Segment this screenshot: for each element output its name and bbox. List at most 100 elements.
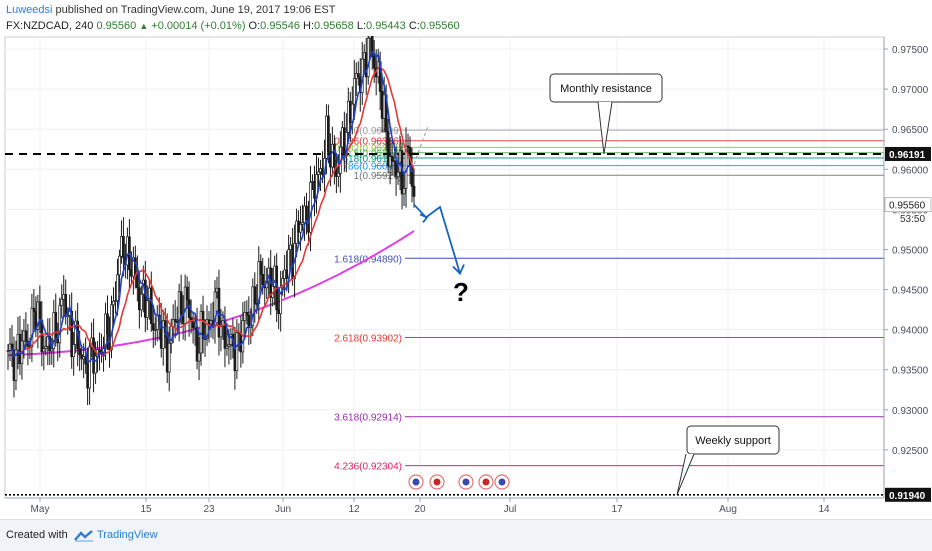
candle-body (309, 181, 312, 233)
price-tick-label: 0.97000 (892, 85, 929, 96)
author-link[interactable]: Luweedsi (6, 4, 53, 16)
candle-body (366, 37, 370, 78)
candle-body (122, 236, 125, 258)
candle-body (42, 348, 46, 353)
chart-grid (4, 36, 885, 499)
price-change: +0.00014 (+0.01%) (151, 20, 246, 32)
candle-body (333, 143, 336, 168)
price-tick-label: 0.93000 (892, 406, 929, 417)
price-tick-label: 0.95000 (892, 245, 929, 256)
tradingview-logo-icon (74, 529, 94, 547)
event-flag-icon (412, 478, 420, 486)
candle-body (183, 286, 187, 324)
candle-body (149, 287, 153, 324)
candle-body (6, 350, 10, 352)
open-label: O: (248, 20, 261, 32)
event-flag-icon (482, 478, 490, 486)
candle-body (299, 223, 302, 233)
candle-body (145, 300, 149, 318)
candle-body (406, 145, 410, 148)
weekly-support-label: Weekly support (695, 435, 771, 447)
question-mark: ? (453, 277, 469, 307)
candle-body (14, 349, 18, 381)
candle-body (394, 161, 398, 178)
candle-body (412, 185, 416, 197)
time-tick-label: 23 (203, 504, 215, 515)
countdown-label: 53:50 (900, 214, 925, 225)
candle-body (161, 320, 165, 349)
candle-body (219, 326, 223, 338)
fib-label: 0.236(0.96356) (334, 137, 402, 148)
up-arrow-icon: ▲ (139, 21, 149, 31)
candle-body (189, 317, 193, 322)
projected-path: ? (413, 203, 469, 307)
horizontal-lines (5, 152, 884, 496)
candle-body (163, 320, 167, 333)
weekly-support-pointer (676, 453, 695, 495)
monthly-resistance-pointer (597, 101, 613, 155)
time-tick-label: 15 (140, 504, 152, 515)
time-tick-label: 14 (818, 504, 830, 515)
price-chart[interactable]: 0(0.96489)0.236(0.96356)0.382(0.96274)0.… (0, 36, 932, 519)
tradingview-link[interactable]: TradingView (97, 529, 158, 541)
candle-body (179, 291, 183, 315)
candle-body (58, 304, 62, 344)
candle-body (173, 318, 177, 322)
candle-body (114, 300, 117, 302)
plot-area (4, 36, 885, 499)
fib-label: 0.382(0.96274) (334, 143, 402, 154)
candle-body (153, 329, 157, 331)
candle-body (396, 171, 400, 178)
high-label: H: (303, 20, 314, 32)
candle-body (191, 321, 195, 329)
candle-body (386, 131, 390, 167)
projection-arrowhead-2 (452, 264, 465, 276)
created-with-text: Created with (6, 529, 68, 541)
candle-body (225, 345, 229, 349)
candle-body (88, 346, 91, 389)
time-tick-label: 17 (611, 504, 623, 515)
candle-body (301, 222, 304, 225)
fib-extension-label: 4.236(0.92304) (334, 462, 402, 473)
candle-body (167, 342, 171, 373)
candle-body (151, 323, 155, 331)
candle-body (94, 355, 97, 374)
candle-body (281, 278, 284, 288)
candle-body (72, 344, 76, 357)
moving-averages (11, 50, 415, 363)
candle-body (352, 78, 356, 105)
candle-body (110, 304, 113, 351)
symbol-line: FX:NZDCAD, 240 0.95560 ▲ +0.00014 (+0.01… (6, 20, 460, 32)
candle-body (106, 313, 109, 335)
candle-body (305, 205, 308, 221)
price-tick-label: 0.94500 (892, 286, 929, 297)
projection-arrowhead-1 (419, 213, 429, 223)
fib-label: 0.618(0.96141) (334, 154, 402, 165)
candle-body (370, 36, 374, 57)
red-ma-line (15, 65, 415, 358)
weekly-support-callout (686, 425, 780, 455)
fib-extension-label: 2.618(0.93902) (334, 333, 402, 344)
candle-body (38, 301, 42, 321)
publisher-line: Luweedsi published on TradingView.com, J… (6, 4, 335, 16)
symbol-interval[interactable]: FX:NZDCAD, 240 (6, 20, 94, 32)
time-axis: May 15 23 Jun 12 20 Jul 17 Aug 14 (5, 497, 884, 515)
callouts: Monthly resistance Weekly support (549, 73, 780, 495)
candle-body (253, 286, 257, 304)
candle-body (337, 172, 340, 177)
candle-body (327, 115, 330, 153)
candle-body (251, 286, 255, 326)
price-tag-bg (885, 146, 931, 161)
candle-body (139, 293, 143, 311)
last-price: 0.95560 (96, 20, 137, 32)
candle-body (118, 255, 121, 276)
candle-body (24, 330, 28, 342)
chart-header: Luweedsi published on TradingView.com, J… (0, 0, 932, 36)
candle-body (372, 56, 376, 69)
time-tick-label: Aug (719, 504, 737, 515)
time-tick-label: 12 (348, 504, 360, 515)
candle-body (92, 337, 95, 374)
candle-body (197, 352, 201, 362)
candle-body (205, 319, 209, 340)
price-tick-label: 0.93500 (892, 366, 929, 377)
